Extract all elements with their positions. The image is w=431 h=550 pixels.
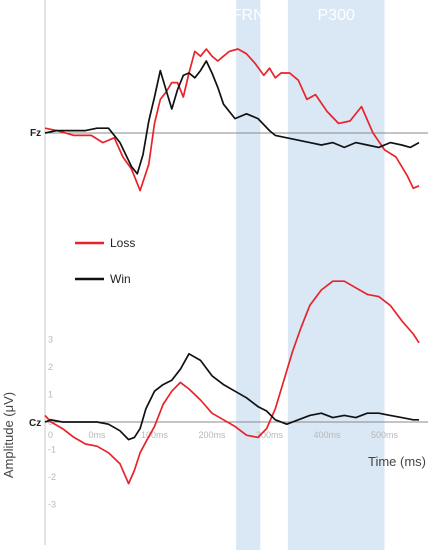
region-frn bbox=[236, 0, 261, 550]
x-tick-label: 300ms bbox=[256, 430, 284, 440]
y-tick-label: 2 bbox=[48, 362, 53, 372]
y-axis-title: Amplitude (μV) bbox=[1, 392, 16, 478]
legend: Loss Win bbox=[75, 236, 135, 286]
series-loss-fz bbox=[44, 48, 420, 192]
x-tick-label: 0 bbox=[48, 430, 53, 440]
x-tick-label: 400ms bbox=[313, 430, 341, 440]
x-tick-label: 0ms bbox=[88, 430, 106, 440]
region-label-p300: P300 bbox=[318, 7, 355, 24]
x-tick-label: 100ms bbox=[141, 430, 169, 440]
time-window-regions: FRN P300 bbox=[232, 0, 385, 550]
y-tick-label: -3 bbox=[48, 500, 56, 510]
y-tick-label: -1 bbox=[48, 445, 56, 455]
channel-label-fz: Fz bbox=[30, 128, 41, 139]
x-axis-title: Time (ms) bbox=[368, 454, 426, 469]
axes bbox=[44, 0, 428, 545]
y-tick-label: 3 bbox=[48, 335, 53, 345]
region-label-frn: FRN bbox=[232, 7, 265, 24]
x-tick-label: 500ms bbox=[371, 430, 399, 440]
legend-label-win: Win bbox=[110, 272, 131, 286]
channel-label-cz: Cz bbox=[29, 418, 41, 429]
x-tick-label: 200ms bbox=[198, 430, 226, 440]
series-win-cz bbox=[44, 352, 419, 441]
series-win-fz bbox=[44, 60, 420, 175]
y-tick-label: -2 bbox=[48, 472, 56, 482]
y-tick-label: 1 bbox=[48, 390, 53, 400]
legend-label-loss: Loss bbox=[110, 236, 135, 250]
erp-waveforms bbox=[44, 48, 420, 485]
series-loss-cz bbox=[44, 280, 420, 485]
